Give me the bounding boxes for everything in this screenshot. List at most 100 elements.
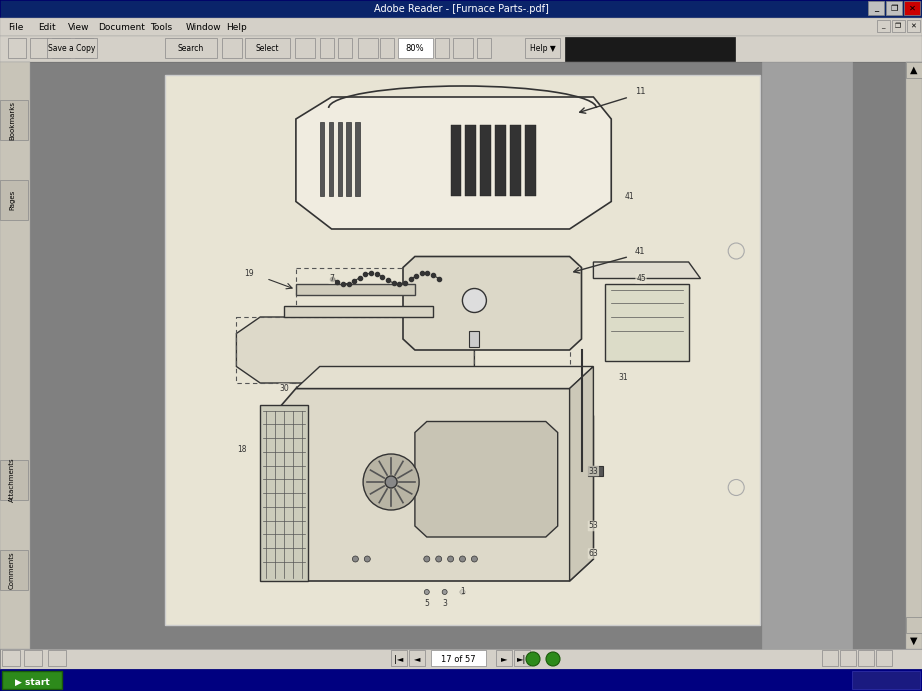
- Bar: [75, 38, 93, 58]
- Circle shape: [463, 289, 487, 312]
- Polygon shape: [328, 122, 334, 196]
- Text: Document: Document: [98, 23, 145, 32]
- Bar: [906, 62, 922, 78]
- Bar: [24, 650, 42, 666]
- Bar: [48, 650, 66, 666]
- Bar: [2, 650, 20, 666]
- Polygon shape: [296, 284, 415, 295]
- Text: Help ▼: Help ▼: [530, 44, 556, 53]
- Bar: [565, 37, 735, 61]
- Text: ◄: ◄: [414, 654, 420, 663]
- Circle shape: [443, 589, 447, 594]
- Polygon shape: [296, 97, 611, 229]
- Bar: [320, 38, 334, 58]
- Polygon shape: [347, 122, 351, 196]
- Bar: [469, 331, 479, 347]
- Polygon shape: [510, 124, 521, 196]
- Text: 17 of 57: 17 of 57: [441, 654, 476, 663]
- Bar: [453, 38, 473, 58]
- Text: _: _: [874, 3, 878, 12]
- Text: ▲: ▲: [910, 65, 917, 75]
- Text: ✕: ✕: [908, 3, 916, 12]
- Bar: [222, 38, 242, 58]
- Text: Attachments: Attachments: [9, 457, 15, 502]
- Circle shape: [460, 589, 465, 594]
- Text: _: _: [881, 23, 885, 29]
- Bar: [30, 38, 48, 58]
- Circle shape: [424, 589, 430, 594]
- Text: Search: Search: [178, 44, 204, 53]
- Bar: [358, 38, 378, 58]
- Text: 1: 1: [460, 587, 465, 596]
- Polygon shape: [495, 124, 506, 196]
- Bar: [0, 649, 922, 669]
- Polygon shape: [525, 124, 536, 196]
- Text: ▶ start: ▶ start: [15, 677, 50, 686]
- Polygon shape: [355, 122, 361, 196]
- Bar: [0, 550, 28, 590]
- Text: 41: 41: [624, 191, 634, 200]
- Text: Select: Select: [255, 44, 278, 53]
- Bar: [496, 650, 512, 666]
- Bar: [868, 1, 884, 15]
- Circle shape: [459, 556, 466, 562]
- Circle shape: [447, 556, 454, 562]
- Polygon shape: [594, 262, 701, 278]
- Polygon shape: [260, 405, 308, 581]
- Bar: [409, 650, 425, 666]
- Text: 45: 45: [636, 274, 646, 283]
- Bar: [0, 62, 30, 649]
- Polygon shape: [466, 124, 476, 196]
- Bar: [0, 180, 28, 220]
- Text: 33: 33: [588, 466, 598, 475]
- Text: Help: Help: [227, 23, 247, 32]
- Text: 18: 18: [238, 444, 247, 453]
- Circle shape: [364, 556, 371, 562]
- Text: ►|: ►|: [517, 654, 526, 663]
- Bar: [840, 650, 856, 666]
- Bar: [431, 650, 486, 666]
- Polygon shape: [284, 306, 432, 317]
- Polygon shape: [272, 388, 594, 581]
- Bar: [886, 1, 902, 15]
- Bar: [2, 671, 62, 689]
- Bar: [525, 38, 560, 58]
- Bar: [477, 38, 491, 58]
- Text: Save a Copy: Save a Copy: [48, 44, 96, 53]
- Bar: [165, 38, 217, 58]
- Bar: [8, 38, 26, 58]
- Bar: [165, 75, 760, 625]
- Text: ❐: ❐: [891, 3, 898, 12]
- Bar: [514, 650, 530, 666]
- Bar: [762, 62, 852, 649]
- Text: 7: 7: [329, 274, 334, 283]
- Bar: [852, 671, 920, 689]
- Text: ✕: ✕: [910, 23, 916, 29]
- Bar: [295, 38, 315, 58]
- Bar: [47, 38, 97, 58]
- Polygon shape: [236, 317, 475, 383]
- Bar: [380, 38, 394, 58]
- Circle shape: [424, 556, 430, 562]
- Bar: [822, 650, 838, 666]
- Bar: [0, 460, 28, 500]
- Bar: [877, 20, 890, 32]
- Polygon shape: [296, 366, 594, 388]
- Polygon shape: [570, 366, 594, 581]
- Text: Comments: Comments: [9, 551, 15, 589]
- Polygon shape: [320, 122, 325, 196]
- Text: 31: 31: [619, 373, 628, 382]
- Bar: [906, 617, 922, 633]
- Text: 41: 41: [635, 247, 645, 256]
- Text: Window: Window: [185, 23, 221, 32]
- Bar: [435, 38, 449, 58]
- Text: ❐: ❐: [895, 23, 901, 29]
- Text: |◄: |◄: [395, 654, 404, 663]
- Bar: [906, 62, 922, 649]
- Text: 11: 11: [635, 87, 645, 96]
- Text: ▼: ▼: [910, 636, 917, 646]
- Text: Pages: Pages: [9, 190, 15, 210]
- Text: 5: 5: [424, 598, 430, 607]
- Text: 19: 19: [244, 269, 254, 278]
- Text: 30: 30: [279, 384, 289, 393]
